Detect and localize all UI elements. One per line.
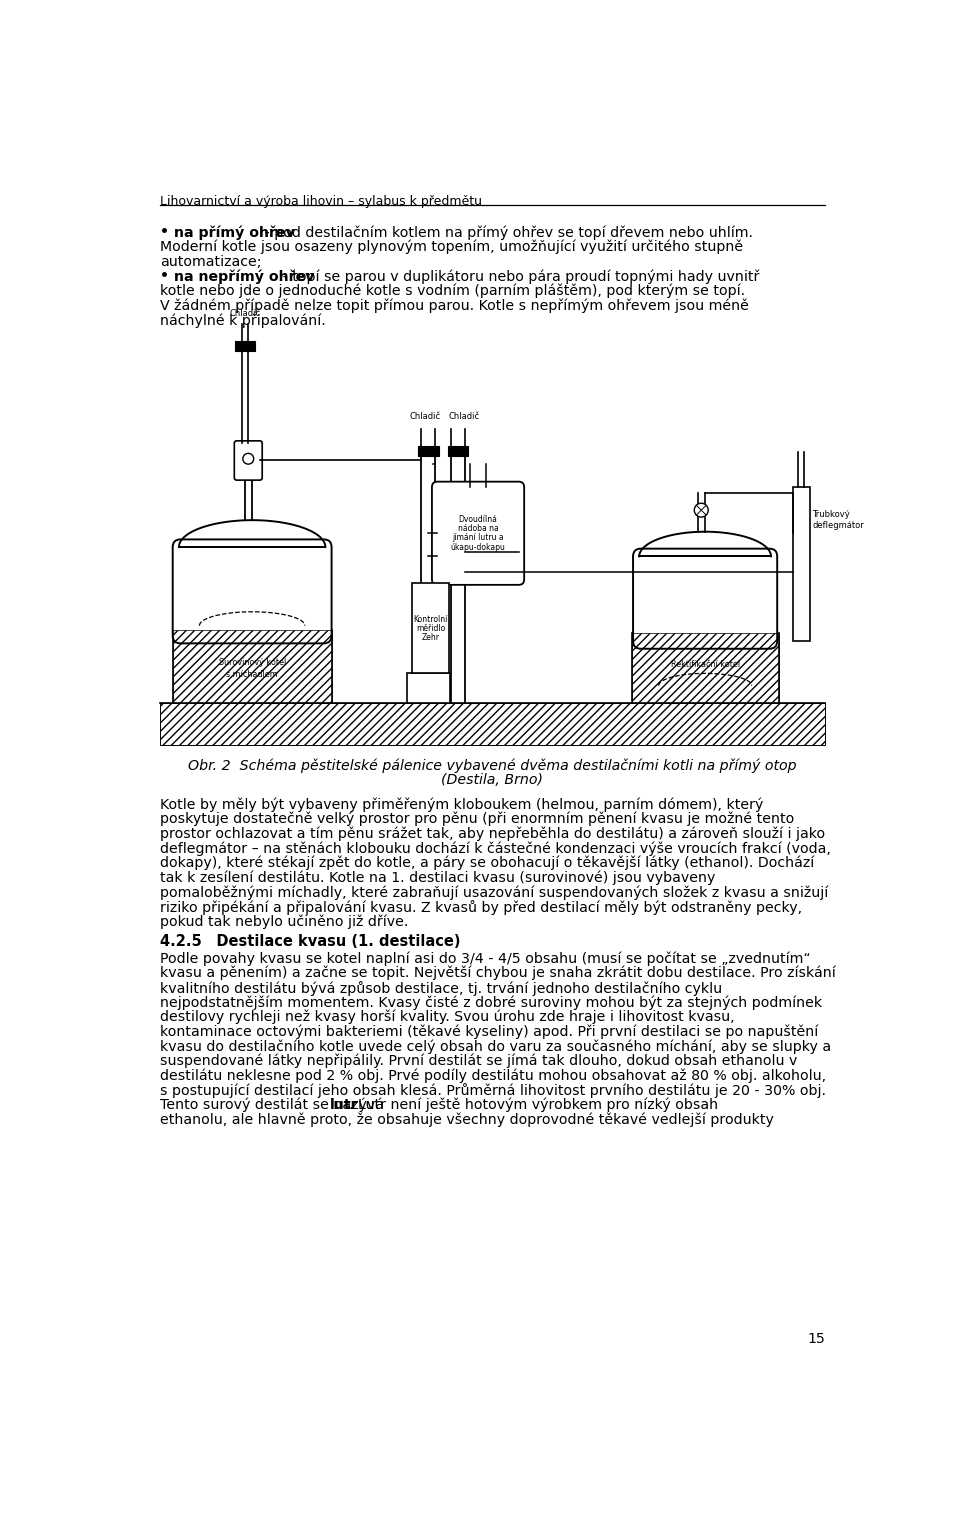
Text: nádoba na: nádoba na <box>458 524 498 533</box>
Text: Zehr: Zehr <box>421 633 440 642</box>
Text: Dvoudílná: Dvoudílná <box>459 515 497 524</box>
Bar <box>235 341 255 350</box>
Text: na přímý ohřev: na přímý ohřev <box>175 226 295 240</box>
Text: Podle povahy kvasu se kotel naplní asi do 3/4 - 4/5 obsahu (musí se počítat se „: Podle povahy kvasu se kotel naplní asi d… <box>160 951 811 965</box>
Bar <box>419 446 439 456</box>
Text: Surovinový kotel: Surovinový kotel <box>219 658 286 667</box>
Text: ethanolu, ale hlavně proto, že obsahuje všechny doprovodné těkavé vedlejší produ: ethanolu, ale hlavně proto, že obsahuje … <box>160 1113 774 1127</box>
Text: lutr: lutr <box>330 1097 359 1111</box>
Text: Tento surový destilát se nazývá: Tento surový destilát se nazývá <box>160 1097 389 1113</box>
Bar <box>160 702 826 745</box>
Text: s postupující destilací jeho obsah klesá. Průměrná lihovitost prvního destilátu : s postupující destilací jeho obsah klesá… <box>160 1084 827 1097</box>
Text: náchylné k připalování.: náchylné k připalování. <box>160 314 326 327</box>
Text: pokud tak nebylo učiněno již dříve.: pokud tak nebylo učiněno již dříve. <box>160 915 409 928</box>
Text: Obr. 2  Schéma pěstitelské pálenice vybavené dvěma destilačními kotli na přímý o: Obr. 2 Schéma pěstitelské pálenice vybav… <box>188 759 796 773</box>
Text: 15: 15 <box>807 1333 826 1346</box>
Text: dokapy), které stékají zpět do kotle, a páry se obohacují o těkavější látky (eth: dokapy), které stékají zpět do kotle, a … <box>160 856 814 870</box>
Text: prostor ochlazovat a tím pěnu srážet tak, aby nepřeběhla do destilátu) a zároveň: prostor ochlazovat a tím pěnu srážet tak… <box>160 827 826 841</box>
FancyBboxPatch shape <box>633 549 778 649</box>
Text: (Destila, Brno): (Destila, Brno) <box>441 773 543 787</box>
Text: destilátu neklesne pod 2 % obj. Prvé podíly destilátu mohou obsahovat až 80 % ob: destilátu neklesne pod 2 % obj. Prvé pod… <box>160 1068 827 1084</box>
Circle shape <box>243 453 253 464</box>
FancyBboxPatch shape <box>432 481 524 586</box>
Text: •: • <box>160 226 169 240</box>
Text: jímání lutru a: jímání lutru a <box>452 533 504 543</box>
Text: deflegmátor – na stěnách klobouku dochází k částečné kondenzaci výše vroucích fr: deflegmátor – na stěnách klobouku docház… <box>160 841 831 856</box>
Bar <box>793 487 809 641</box>
Text: •: • <box>160 269 169 283</box>
FancyBboxPatch shape <box>173 539 331 644</box>
Bar <box>412 584 449 673</box>
Text: Chladič: Chladič <box>409 412 440 421</box>
Text: Rektifikační kotel: Rektifikační kotel <box>671 659 740 669</box>
Bar <box>407 673 450 702</box>
Bar <box>160 404 826 745</box>
Text: V žádném případě nelze topit přímou parou. Kotle s nepřímým ohřevem jsou méně: V žádném případě nelze topit přímou paro… <box>160 298 749 314</box>
Text: riziko připékání a připalování kvasu. Z kvasů by před destilací měly být odstran: riziko připékání a připalování kvasu. Z … <box>160 899 803 915</box>
Text: Chladič: Chladič <box>448 412 480 421</box>
Text: Moderní kotle jsou osazeny plynovým topením, umožňující využití určitého stupně: Moderní kotle jsou osazeny plynovým tope… <box>160 240 743 255</box>
Text: měřidlo: měřidlo <box>416 624 445 633</box>
Text: Chladič: Chladič <box>229 309 261 318</box>
Bar <box>173 630 331 702</box>
Text: 4.2.5 Destilace kvasu (1. destilace): 4.2.5 Destilace kvasu (1. destilace) <box>160 933 461 948</box>
Text: kvasu do destilačního kotle uvede celý obsah do varu za současného míchání, aby : kvasu do destilačního kotle uvede celý o… <box>160 1039 831 1054</box>
Text: Kontrolní: Kontrolní <box>414 615 448 624</box>
Text: s míchadlem: s míchadlem <box>227 670 278 679</box>
Text: automatizace;: automatizace; <box>160 255 262 269</box>
Bar <box>173 630 331 702</box>
Text: úkapu-dokapu: úkapu-dokapu <box>450 543 506 552</box>
Text: kvalitního destilátu bývá způsob destilace, tj. trvání jednoho destilačního cykl: kvalitního destilátu bývá způsob destila… <box>160 981 723 996</box>
Circle shape <box>694 503 708 516</box>
Text: pomaloběžnými míchadly, které zabraňují usazování suspendovaných složek z kvasu : pomaloběžnými míchadly, které zabraňují … <box>160 885 828 899</box>
Text: Kotle by měly být vybaveny přiměřeným kloboukem (helmou, parním dómem), který: Kotle by měly být vybaveny přiměřeným kl… <box>160 798 763 812</box>
Text: kotle nebo jde o jednoduché kotle s vodním (parním pláštěm), pod kterým se topí.: kotle nebo jde o jednoduché kotle s vodn… <box>160 284 745 298</box>
Bar <box>632 633 779 702</box>
Bar <box>447 446 468 456</box>
Text: poskytuje dostatečně velký prostor pro pěnu (při enormním pěnení kvasu je možné : poskytuje dostatečně velký prostor pro p… <box>160 812 795 827</box>
Text: kontaminace octovými bakteriemi (těkavé kyseliny) apod. Při první destilaci se p: kontaminace octovými bakteriemi (těkavé … <box>160 1025 819 1039</box>
Text: . Lutr není ještě hotovým výrobkem pro nízký obsah: . Lutr není ještě hotovým výrobkem pro n… <box>349 1097 718 1113</box>
Text: kvasu a pěnením) a začne se topit. Největší chybou je snaha zkrátit dobu destila: kvasu a pěnením) a začne se topit. Nejvě… <box>160 965 836 981</box>
Text: - topí se parou v duplikátoru nebo pára proudí topnými hady uvnitř: - topí se parou v duplikátoru nebo pára … <box>278 269 759 284</box>
Text: nejpodstatnějším momentem. Kvasy čisté z dobré suroviny mohou být za stejných po: nejpodstatnějším momentem. Kvasy čisté z… <box>160 996 823 1010</box>
Text: na nepřímý ohřev: na nepřímý ohřev <box>175 269 315 284</box>
Text: tak k zesílení destilátu. Kotle na 1. destilaci kvasu (surovinové) jsou vybaveny: tak k zesílení destilátu. Kotle na 1. de… <box>160 870 715 885</box>
Text: Trubkový
deflegmátor: Trubkový deflegmátor <box>812 510 864 530</box>
Text: Lihovarnictví a výroba lihovin – sylabus k předmětu: Lihovarnictví a výroba lihovin – sylabus… <box>160 195 482 207</box>
Text: suspendované látky nepřipálily. První destilát se jímá tak dlouho, dokud obsah e: suspendované látky nepřipálily. První de… <box>160 1054 798 1068</box>
Text: - pod destilačním kotlem na přímý ohřev se topí dřevem nebo uhlím.: - pod destilačním kotlem na přímý ohřev … <box>260 226 754 240</box>
Bar <box>632 633 779 702</box>
FancyBboxPatch shape <box>234 441 262 480</box>
Text: destilovy rychleji než kvasy horší kvality. Svou úrohu zde hraje i lihovitost kv: destilovy rychleji než kvasy horší kvali… <box>160 1010 735 1024</box>
